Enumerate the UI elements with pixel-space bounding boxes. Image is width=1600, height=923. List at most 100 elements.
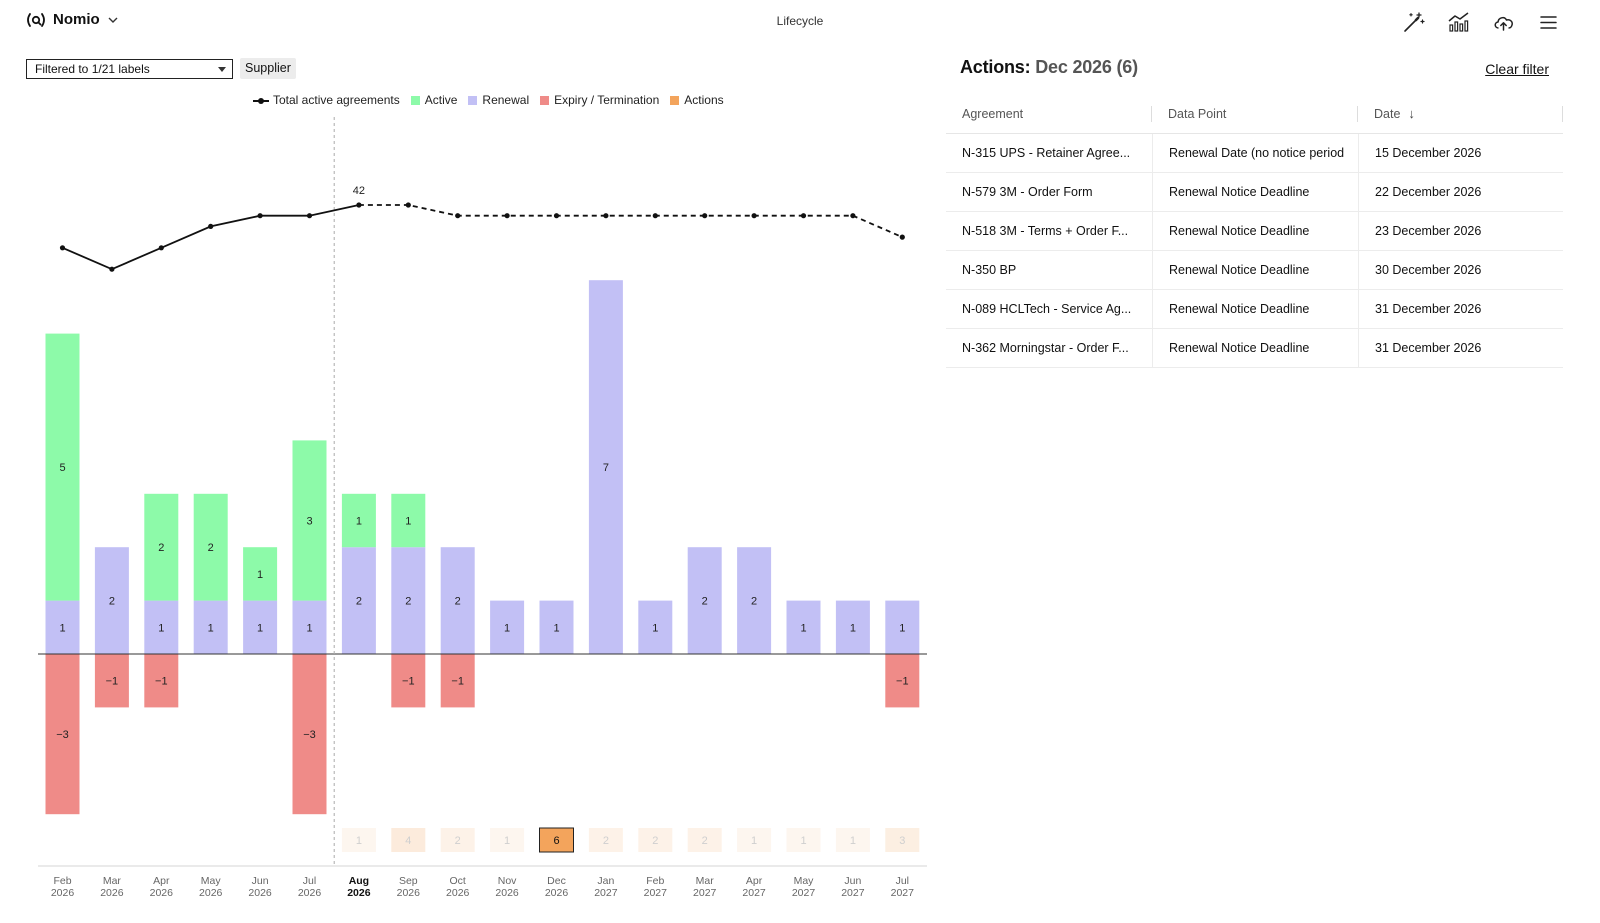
- bar-value-label: −3: [303, 729, 316, 741]
- agreement-cell[interactable]: N-579 3M - Order Form: [962, 185, 1093, 199]
- active-bar: [391, 493, 426, 548]
- table-row[interactable]: N-518 3M - Terms + Order F... Renewal Not…: [946, 212, 1563, 251]
- total-line-point: [158, 245, 164, 251]
- data-point-link[interactable]: Renewal Notice Deadline: [1169, 185, 1310, 199]
- actions-cell: [341, 828, 376, 852]
- x-tick-month: Dec: [547, 875, 566, 887]
- agreement-cell[interactable]: N-089 HCLTech - Service Ag...: [962, 302, 1132, 316]
- legend-item-actions[interactable]: Actions: [670, 93, 724, 107]
- date-cell: 30 December 2026: [1358, 251, 1563, 289]
- legend-item-active[interactable]: Active: [410, 93, 457, 107]
- renewal-bar: [539, 600, 574, 654]
- data-point-link[interactable]: Renewal Notice Deadline: [1169, 224, 1310, 238]
- agreement-cell[interactable]: N-350 BP: [962, 263, 1017, 277]
- x-tick-year: 2026: [100, 887, 124, 899]
- bar-value-label: −1: [402, 676, 415, 688]
- line-marker-icon: [253, 96, 269, 105]
- bar-value-label: 2: [208, 542, 214, 554]
- bar-value-label: 7: [603, 462, 609, 474]
- renewal-bar: [243, 600, 278, 654]
- magic-wand-icon[interactable]: [1402, 11, 1425, 34]
- brand-name: Nomio: [53, 11, 100, 28]
- x-tick-year: 2027: [594, 887, 618, 899]
- table-row[interactable]: N-350 BP Renewal Notice Deadline 30 Decemb…: [946, 251, 1563, 290]
- bar-value-label: 1: [208, 622, 214, 634]
- agreement-cell[interactable]: N-315 UPS - Retainer Agree...: [962, 146, 1131, 160]
- total-line-point: [109, 266, 115, 272]
- panel-title-detail: Dec 2026 (6): [1035, 57, 1138, 77]
- bar-value-label: 3: [306, 516, 312, 528]
- table-row[interactable]: N-089 HCLTech - Service Ag... Renewal Not…: [946, 290, 1563, 329]
- sort-descending-icon: ↓: [1408, 106, 1415, 121]
- actions-value-label: 6: [553, 835, 559, 847]
- table-row[interactable]: N-362 Morningstar - Order F... Renewal No…: [946, 329, 1563, 368]
- total-line-point: [553, 213, 560, 219]
- data-point-link[interactable]: Renewal Notice Deadline: [1169, 341, 1310, 355]
- chart-legend: Total active agreements Active Renewal E…: [253, 93, 724, 107]
- x-tick-year: 2026: [298, 887, 322, 899]
- data-point-cell: Renewal Notice Deadline: [1152, 251, 1358, 289]
- actions-cell-selected: [539, 827, 574, 853]
- actions-cell: [490, 828, 525, 852]
- bar-value-label: 2: [751, 596, 757, 608]
- active-bar: [193, 493, 228, 601]
- renewal-bar: [94, 547, 129, 654]
- bar-value-label: 1: [899, 622, 905, 634]
- x-tick-month: Jun: [844, 875, 861, 887]
- renewal-bar: [341, 547, 376, 654]
- legend-item-expiry[interactable]: Expiry / Termination: [540, 93, 659, 107]
- expiry-bar: [292, 654, 327, 815]
- total-line-point: [455, 213, 461, 219]
- chart-icon[interactable]: [1447, 11, 1470, 34]
- data-point-link[interactable]: Renewal Notice Deadline: [1169, 302, 1310, 316]
- nomio-logo-icon: [25, 12, 47, 28]
- actions-value-label: 2: [603, 835, 609, 847]
- x-tick-month: Feb: [53, 875, 71, 887]
- agreement-cell[interactable]: N-518 3M - Terms + Order F...: [962, 224, 1129, 238]
- column-header-date-label: Date: [1374, 106, 1401, 121]
- x-tick-month: Apr: [153, 875, 170, 887]
- workspace-switcher[interactable]: Nomio: [25, 11, 120, 28]
- active-bar: [144, 493, 179, 601]
- table-row[interactable]: N-315 UPS - Retainer Agree... Renewal Dat…: [946, 134, 1563, 173]
- total-line-point: [850, 213, 856, 219]
- menu-icon[interactable]: [1537, 11, 1560, 34]
- x-tick-month: Aug: [349, 875, 369, 887]
- column-header-agreement[interactable]: Agreement: [946, 94, 1152, 133]
- table-row[interactable]: N-579 3M - Order Form Renewal Notice Dead…: [946, 173, 1563, 212]
- cloud-upload-icon[interactable]: [1492, 11, 1515, 34]
- legend-item-total[interactable]: Total active agreements: [253, 93, 400, 107]
- bar-value-label: −3: [56, 729, 69, 741]
- bar-value-label: 1: [553, 622, 559, 634]
- legend-item-renewal[interactable]: Renewal: [468, 93, 529, 107]
- supplier-filter-chip[interactable]: Supplier: [240, 58, 296, 79]
- expiry-bar: [440, 654, 475, 708]
- bar-value-label: 2: [405, 596, 411, 608]
- actions-value-label: 2: [455, 835, 461, 847]
- renewal-bar: [292, 600, 327, 654]
- clear-filter-link[interactable]: Clear filter: [1485, 61, 1549, 77]
- bar-value-label: 1: [405, 516, 411, 528]
- actions-value-label: 3: [899, 835, 905, 847]
- bar-value-label: 5: [59, 462, 65, 474]
- active-bar: [341, 493, 376, 548]
- x-tick-month: Feb: [646, 875, 664, 887]
- label-filter-dropdown[interactable]: Filtered to 1/21 labels: [26, 59, 233, 79]
- bar-value-label: 1: [356, 516, 362, 528]
- total-line-projected: [358, 204, 903, 238]
- data-point-link[interactable]: Renewal Notice Deadline: [1169, 263, 1310, 277]
- legend-swatch-renewal: [468, 95, 478, 105]
- actions-cell: [687, 828, 722, 852]
- x-tick-month: Mar: [696, 875, 715, 887]
- column-header-date[interactable]: Date ↓: [1358, 94, 1563, 133]
- column-header-data-point[interactable]: Data Point: [1152, 94, 1358, 133]
- legend-label: Actions: [684, 93, 724, 107]
- x-tick-month: May: [794, 875, 815, 887]
- data-point-link[interactable]: Renewal Date (no notice period: [1169, 146, 1345, 160]
- bar-value-label: 2: [702, 596, 708, 608]
- actions-value-label: 1: [356, 835, 362, 847]
- agreement-cell[interactable]: N-362 Morningstar - Order F...: [962, 341, 1129, 355]
- total-line-actual: [62, 204, 360, 271]
- total-line-point: [257, 213, 263, 219]
- x-tick-month: Mar: [103, 875, 122, 887]
